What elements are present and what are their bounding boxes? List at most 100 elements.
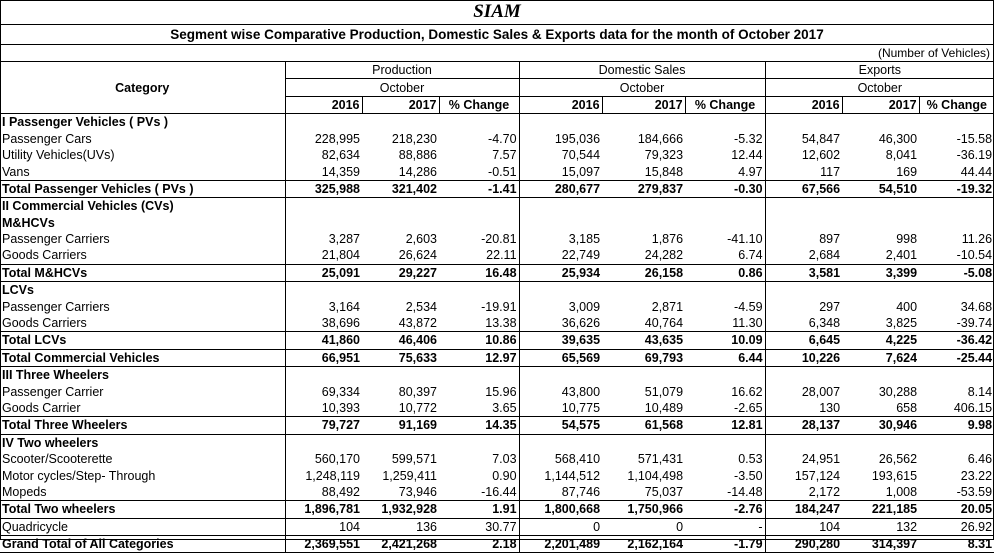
empty-cell (602, 281, 686, 299)
value-cell: -36.42 (919, 331, 994, 350)
value-cell: 22,749 (518, 247, 603, 265)
empty-cell (919, 433, 994, 451)
value-cell: 61,568 (602, 416, 686, 435)
value-cell: 41,860 (284, 331, 362, 350)
value-cell: 117 (764, 163, 843, 181)
value-cell: -3.50 (734, 468, 763, 483)
value-cell: 10,775 (518, 399, 603, 417)
value-cell: 0 (602, 517, 686, 536)
empty-cell (362, 433, 439, 451)
domestic-2016-header: 2016 (518, 95, 603, 114)
table-row: Utility Vehicles(UVs) 82,634 88,886 7.57 70,… (0, 146, 994, 164)
empty-cell (919, 197, 994, 215)
section-row: I Passenger Vehicles ( PVs ) (0, 113, 994, 131)
value-cell: 54,575 (518, 416, 603, 435)
value-cell: -36.19 (956, 148, 993, 163)
row-label: Quadricycle (0, 517, 285, 536)
value-cell: 44.44 (960, 164, 993, 179)
exports-month: October (764, 78, 994, 97)
value-cell: 314,397 (842, 534, 920, 553)
empty-cell (284, 433, 362, 451)
value-cell: 2,401 (885, 248, 918, 263)
value-cell: 279,837 (602, 179, 686, 199)
row-label: Mopeds (2, 484, 47, 499)
empty-cell (685, 433, 766, 451)
value-cell: 1,008 (885, 484, 918, 499)
value-cell: 6,645 (764, 331, 843, 350)
domestic-change-header: % Change (684, 95, 766, 114)
value-cell: 10,226 (764, 348, 843, 368)
value-cell: 69,334 (284, 383, 362, 400)
value-cell: 12.81 (685, 416, 766, 435)
report-subtitle: Segment wise Comparative Production, Dom… (170, 27, 824, 42)
row-label: Passenger Carriers (2, 232, 110, 247)
value-cell: 406.15 (953, 401, 993, 415)
value-cell: 1,876 (651, 232, 684, 247)
value-cell: 20.05 (919, 500, 994, 519)
value-cell: 87,746 (518, 483, 603, 501)
value-cell: 8,041 (885, 148, 918, 163)
total-row: Total Commercial Vehicles 66,951 75,633 12.… (0, 348, 994, 368)
value-cell: 79,323 (644, 148, 684, 163)
domestic-sales-month: October (518, 78, 766, 97)
value-cell: 1,144,512 (518, 467, 603, 484)
empty-cell (764, 366, 843, 384)
section-row: M&HCVs (0, 214, 994, 231)
empty-cell (842, 281, 920, 299)
value-cell: 30.77 (439, 517, 520, 536)
value-cell: 22.11 (486, 248, 517, 263)
empty-cell (284, 197, 362, 215)
value-cell: 34.68 (960, 299, 993, 314)
value-cell: 9.98 (919, 416, 994, 435)
value-cell: 136 (362, 517, 439, 536)
row-label: III Three Wheelers (0, 366, 285, 384)
table-row: Scooter/Scooterette 560,170 599,571 7.03 568… (0, 450, 994, 468)
value-cell: 24,951 (764, 450, 843, 468)
value-cell: 14,359 (284, 163, 362, 181)
empty-cell (518, 366, 603, 384)
empty-cell (284, 113, 362, 131)
value-cell: 297 (764, 298, 843, 315)
value-cell: 16.62 (731, 384, 763, 399)
value-cell: 2,172 (764, 483, 843, 501)
value-cell: 0 (518, 517, 603, 536)
value-cell: 6.46 (967, 452, 993, 467)
value-cell: 3,825 (885, 316, 918, 331)
domestic-sales-header: Domestic Sales (518, 61, 766, 79)
value-cell: - (685, 517, 766, 536)
value-cell: 10.09 (685, 331, 766, 350)
empty-cell (842, 433, 920, 451)
value-cell: -1.79 (685, 534, 766, 553)
value-cell: 70,544 (518, 146, 603, 164)
value-cell: 571,431 (637, 452, 684, 467)
empty-cell (284, 214, 362, 231)
section-row: III Three Wheelers (0, 366, 994, 384)
row-label: Passenger Carriers (2, 299, 110, 314)
value-cell: -20.81 (481, 232, 517, 247)
empty-cell (439, 215, 519, 231)
empty-cell (685, 215, 765, 231)
empty-cell (439, 366, 520, 384)
value-cell: 88,492 (284, 483, 362, 501)
value-cell: -4.59 (734, 299, 763, 314)
value-cell: -14.48 (727, 484, 763, 499)
value-cell: 4.97 (738, 164, 763, 179)
value-cell: 23.22 (960, 468, 993, 483)
table-row: Passenger Cars 228,995 218,230 -4.70 195,036… (0, 130, 994, 147)
table-row: Mopeds 88,492 73,946 -16.44 87,746 75,037 -14.… (0, 483, 994, 501)
row-label: Passenger Carrier (2, 384, 104, 399)
empty-cell (518, 433, 603, 451)
title-divider (0, 24, 994, 25)
total-row: Total Passenger Vehicles ( PVs ) 325,988 3… (0, 179, 994, 199)
value-cell: -25.44 (919, 348, 994, 368)
exports-header: Exports (764, 61, 994, 79)
production-2017-header: 2017 (361, 95, 439, 114)
value-cell: 26,158 (602, 263, 686, 283)
empty-cell (602, 114, 685, 131)
value-cell: 2,684 (764, 247, 843, 265)
value-cell: 11.30 (732, 316, 763, 331)
value-cell: 25,934 (518, 263, 603, 283)
value-cell: 15.96 (485, 384, 517, 399)
value-cell: 280,677 (518, 179, 603, 199)
